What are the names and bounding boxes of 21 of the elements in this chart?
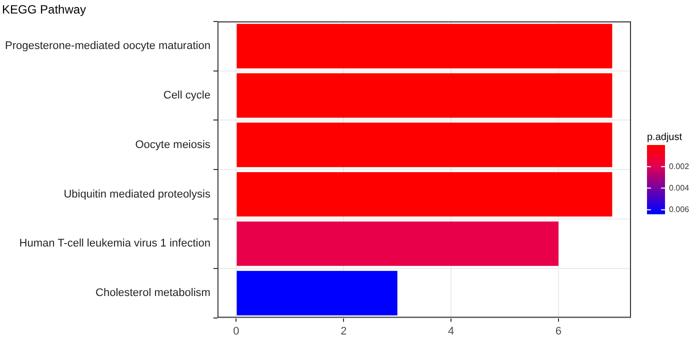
x-tick-label: 0: [233, 325, 240, 338]
color-bar-label: 0.002: [669, 162, 690, 171]
text: KEGG Pathway: [2, 2, 86, 17]
bar: [236, 221, 558, 266]
bar: [236, 270, 398, 316]
color-bar-label: 0.006: [669, 204, 690, 214]
y-tick-label: Progesterone-mediated oocyte maturation: [4, 40, 210, 52]
x-tick-label: 2: [340, 325, 347, 338]
y-tick-label: Oocyte meiosis: [135, 138, 211, 151]
y-tick-label: Ubiquitin mediated proteolysis: [64, 188, 211, 200]
y-tick-label: Cell cycle: [163, 90, 210, 102]
bar: [236, 122, 612, 168]
bar: [236, 24, 612, 68]
color-bar-label: 0.004: [669, 183, 690, 192]
bar: [236, 73, 612, 118]
y-tick-label: Cholesterol metabolism: [96, 287, 210, 300]
color-bar-title: p.adjust: [647, 132, 682, 143]
x-tick-label: 6: [555, 325, 562, 338]
y-tick-label: Human T-cell leukemia virus 1 infection: [19, 238, 210, 250]
bar: [236, 172, 612, 217]
x-tick-label: 4: [448, 325, 454, 338]
